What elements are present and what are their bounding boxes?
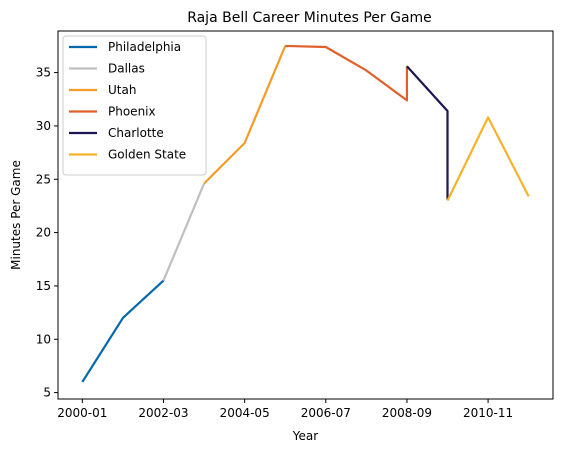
series-line-philadelphia xyxy=(81,279,165,383)
legend: Philadelphia Dallas Utah Phoenix Charlotte Go… xyxy=(62,35,207,176)
y-tick-label: 20 xyxy=(36,226,51,240)
x-tick-label: 2010-11 xyxy=(463,406,513,420)
y-tick-label: 35 xyxy=(36,66,51,80)
x-tick-label: 2004-05 xyxy=(220,406,270,420)
series-line-charlotte xyxy=(406,65,449,200)
series-line-golden-state xyxy=(446,116,530,202)
y-tick-label: 15 xyxy=(36,279,51,293)
axes-frame xyxy=(57,30,554,400)
series-layer xyxy=(81,44,530,383)
y-axis-title: Minutes Per Game xyxy=(9,160,23,270)
y-tick-label: 5 xyxy=(43,386,51,400)
legend-box xyxy=(62,35,207,176)
x-tick-label: 2000-01 xyxy=(57,406,107,420)
y-tick-label: 30 xyxy=(36,119,51,133)
x-tick-label: 2008-09 xyxy=(382,406,432,420)
legend-label: Dallas xyxy=(108,62,145,76)
x-tick-label: 2006-07 xyxy=(301,406,351,420)
x-axis-title: Year xyxy=(292,429,318,443)
chart-title: Raja Bell Career Minutes Per Game xyxy=(187,10,432,26)
legend-label: Charlotte xyxy=(108,126,164,140)
y-tick-label: 10 xyxy=(36,332,51,346)
series-line-phoenix xyxy=(285,44,409,102)
legend-label: Phoenix xyxy=(108,105,156,119)
legend-label: Philadelphia xyxy=(108,40,181,54)
series-line-utah xyxy=(203,45,287,185)
y-tick-label: 25 xyxy=(36,172,51,186)
x-tick-label: 2002-03 xyxy=(138,406,188,420)
legend-label: Golden State xyxy=(108,148,186,162)
series-line-dallas xyxy=(162,183,206,282)
legend-label: Utah xyxy=(108,83,136,97)
axes-layer: 2000-01 2002-03 2004-05 2006-07 2008-09 2010-… xyxy=(36,30,554,420)
